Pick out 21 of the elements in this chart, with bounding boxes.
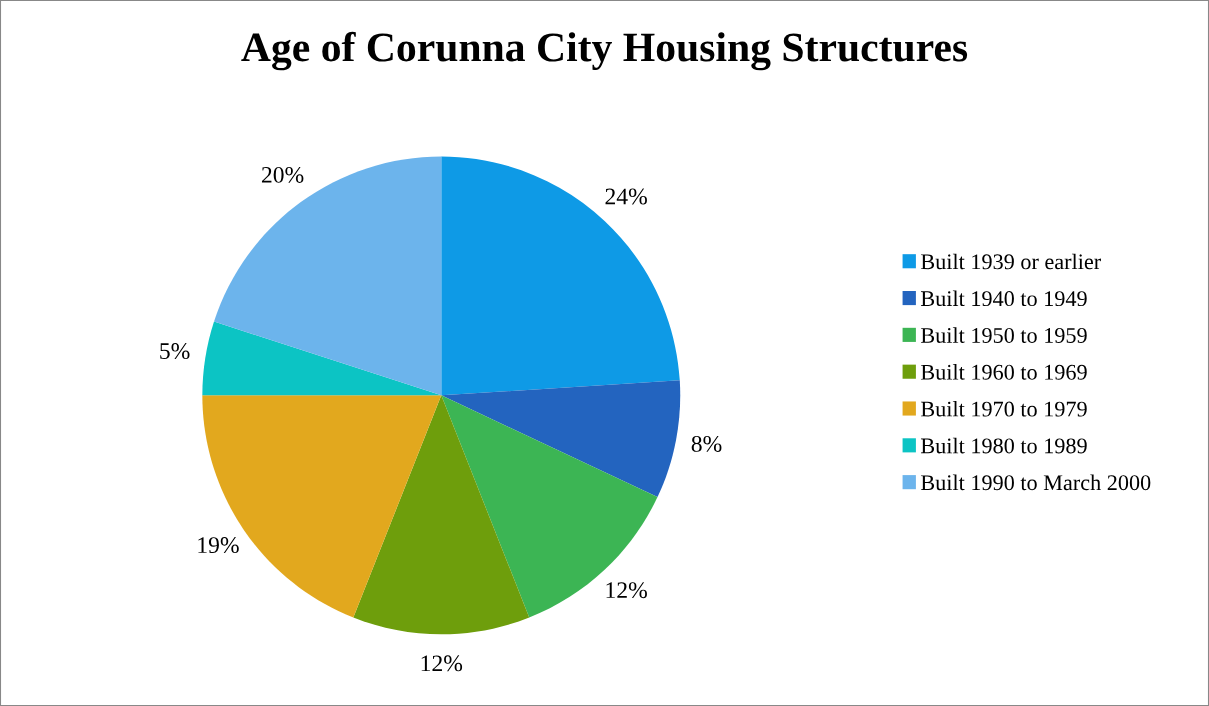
data-label: 12% (606, 582, 647, 599)
pie-slice (202, 321, 442, 396)
legend-label: Built 1939 or earlier (920, 253, 1101, 270)
data-label: 5% (160, 343, 190, 360)
data-label: 24% (605, 188, 647, 205)
legend-label: Built 1980 to 1989 (920, 437, 1087, 454)
data-label: 19% (198, 537, 239, 554)
pie-slice (441, 380, 681, 498)
legend-label: Built 1940 to 1949 (920, 290, 1087, 307)
pie-slice (214, 156, 442, 396)
legend-label: Built 1950 to 1959 (920, 327, 1087, 343)
pie-slice (441, 156, 680, 396)
data-label: 8% (691, 435, 722, 452)
pie-slice (441, 395, 658, 618)
legend-label: Built 1970 to 1979 (920, 400, 1087, 417)
legend-label: Built 1960 to 1969 (920, 364, 1087, 380)
chart-title: Age of Corunna City Housing Structures (241, 31, 968, 71)
legend-label: Built 1990 to March 2000 (920, 474, 1151, 491)
data-label: 12% (421, 655, 463, 672)
pie-slice (353, 395, 530, 635)
data-label: 20% (261, 166, 304, 183)
